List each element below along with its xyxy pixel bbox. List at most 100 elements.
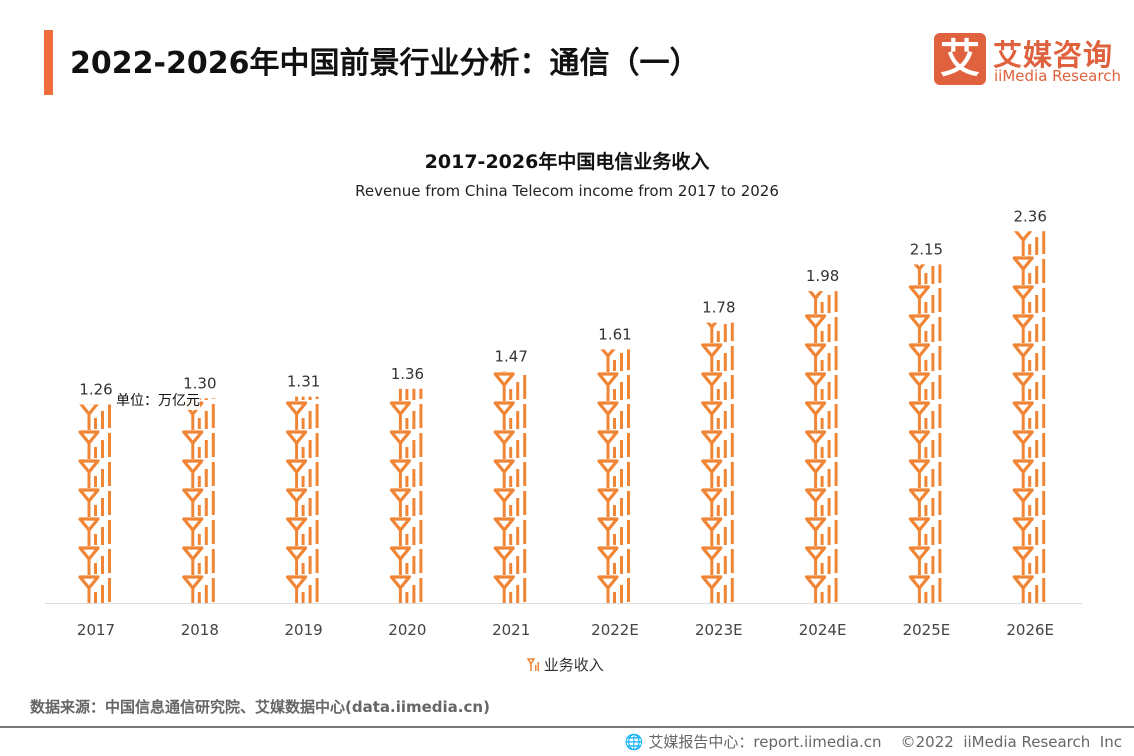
antenna-icon — [389, 459, 423, 488]
antenna-icon — [701, 372, 734, 401]
bar-2021 — [493, 371, 527, 603]
antenna-icon — [526, 658, 539, 671]
chart-title: 2017-2026年中国电信业务收入 — [424, 151, 710, 173]
antenna-icon — [288, 345, 319, 372]
antenna-icon — [78, 430, 111, 459]
antenna-icon — [78, 546, 111, 575]
antenna-icon — [389, 575, 423, 603]
antenna-icon — [913, 264, 942, 285]
antenna-icon — [701, 575, 734, 603]
antenna-icon — [805, 401, 838, 430]
antenna-icon — [182, 575, 215, 603]
antenna-icon — [493, 575, 527, 603]
antenna-icon — [805, 430, 838, 459]
antenna-icon — [805, 546, 838, 575]
x-tick-label: 2017 — [77, 621, 115, 639]
footer-divider — [0, 726, 1134, 728]
antenna-icon — [493, 372, 527, 401]
antenna-icon — [805, 488, 838, 517]
antenna-icon — [78, 575, 111, 603]
x-tick-label: 2022E — [591, 621, 639, 639]
antenna-icon — [502, 371, 506, 372]
antenna-icon — [1012, 372, 1046, 401]
antenna-icon — [182, 546, 215, 575]
antenna-icon — [908, 430, 942, 459]
antenna-icon — [597, 546, 630, 575]
x-tick-label: 2020 — [388, 621, 426, 639]
antenna-icon — [908, 459, 942, 488]
antenna-icon — [1012, 459, 1046, 488]
bar-2024E — [805, 291, 838, 603]
antenna-icon — [908, 546, 942, 575]
x-tick-label: 2018 — [181, 621, 219, 639]
logo-cn: 艾媒咨询 — [993, 38, 1114, 72]
bar-2020 — [389, 388, 423, 603]
antenna-icon — [78, 459, 111, 488]
antenna-icon — [1012, 256, 1046, 285]
antenna-icon — [286, 401, 319, 430]
footer-text[interactable]: 艾媒报告中心：report.iimedia.cn ©2022 iiMedia R… — [648, 733, 1122, 751]
antenna-icon — [706, 322, 734, 343]
antenna-icon — [1012, 285, 1046, 314]
bar-2025E — [908, 264, 942, 603]
antenna-icon — [701, 430, 734, 459]
data-label: 2.15 — [910, 240, 943, 258]
antenna-icon — [805, 575, 838, 603]
antenna-icon — [182, 430, 215, 459]
antenna-icon — [908, 314, 942, 343]
antenna-icon — [908, 401, 942, 430]
bar-chart: 1.26 2017 1.30 2018 1.31 2019 1.36 2020 1.47 2021… — [45, 207, 1082, 639]
antenna-icon — [295, 396, 319, 401]
antenna-icon — [908, 575, 942, 603]
antenna-icon — [908, 372, 942, 401]
antenna-icon — [1014, 231, 1046, 256]
bar-2018 — [182, 398, 215, 603]
antenna-icon — [1012, 430, 1046, 459]
antenna-icon — [1012, 314, 1046, 343]
legend: 业务收入 — [526, 654, 604, 675]
antenna-icon — [493, 517, 527, 546]
data-label: 1.61 — [598, 325, 631, 343]
antenna-icon — [79, 404, 111, 430]
footer: 🌐 艾媒报告中心：report.iimedia.cn ©2022 iiMedia… — [625, 731, 1122, 752]
antenna-icon — [597, 430, 630, 459]
antenna-icon — [701, 517, 734, 546]
unit-label: 单位：万亿元 — [116, 390, 200, 410]
antenna-icon — [600, 349, 630, 372]
antenna-icon — [1012, 546, 1046, 575]
logo-en: iiMedia Research — [994, 67, 1121, 85]
page-title: 2022-2026年中国前景行业分析：通信（一） — [70, 46, 700, 81]
x-tick-label: 2025E — [903, 621, 951, 639]
chart-subtitle: Revenue from China Telecom income from 2… — [355, 182, 779, 200]
antenna-icon — [286, 430, 319, 459]
antenna-icon — [1012, 488, 1046, 517]
antenna-icon — [908, 343, 942, 372]
antenna-icon — [1012, 575, 1046, 604]
data-label: 1.30 — [183, 374, 216, 392]
antenna-icon — [78, 488, 111, 517]
x-tick-label: 2021 — [492, 621, 530, 639]
antenna-icon — [286, 546, 319, 575]
bar-2017 — [78, 404, 111, 603]
antenna-icon — [597, 401, 630, 430]
antenna-icon — [182, 459, 215, 488]
antenna-icon — [701, 343, 734, 372]
x-tick-label: 2023E — [695, 621, 743, 639]
data-label: 2.36 — [1013, 207, 1046, 225]
antenna-icon — [493, 546, 527, 575]
antenna-icon — [597, 517, 630, 546]
bar-2026E — [1012, 231, 1046, 604]
antenna-icon — [493, 488, 527, 517]
antenna-icon — [701, 488, 734, 517]
antenna-icon — [597, 488, 630, 517]
antenna-icon — [389, 401, 423, 430]
antenna-icon — [286, 517, 319, 546]
antenna-icon — [1012, 343, 1046, 372]
antenna-icon — [805, 517, 838, 546]
antenna-icon — [807, 291, 838, 314]
antenna-icon — [389, 488, 423, 517]
antenna-icon — [1012, 401, 1046, 430]
antenna-icon — [805, 343, 838, 372]
antenna-icon — [597, 459, 630, 488]
antenna-icon — [805, 459, 838, 488]
